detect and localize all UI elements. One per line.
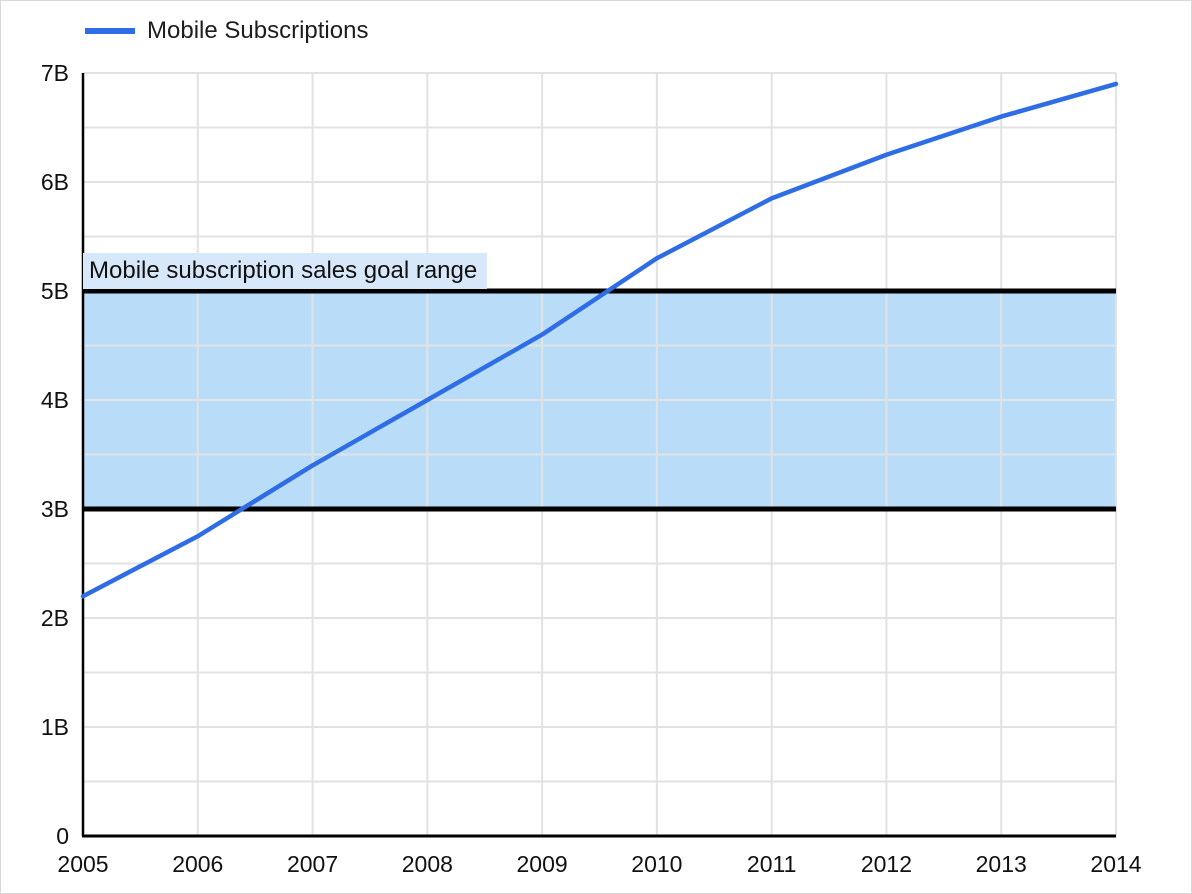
- x-tick-label: 2014: [1090, 851, 1141, 877]
- series-line: [80, 81, 1119, 599]
- y-tick-label: 1B: [41, 714, 69, 740]
- x-tick-label: 2008: [402, 851, 453, 877]
- x-tick-label: 2012: [861, 851, 912, 877]
- y-tick-label: 3B: [41, 496, 69, 522]
- y-tick-label: 5B: [41, 278, 69, 304]
- y-tick-label: 0: [56, 823, 69, 849]
- y-tick-label: 6B: [41, 169, 69, 195]
- x-tick-label: 2007: [287, 851, 338, 877]
- y-tick-label: 4B: [41, 387, 69, 413]
- legend-series-label: Mobile Subscriptions: [147, 17, 369, 44]
- x-tick-label: 2009: [517, 851, 568, 877]
- legend: Mobile Subscriptions: [85, 17, 368, 45]
- x-tick-label: 2013: [976, 851, 1027, 877]
- y-tick-label: 2B: [41, 605, 69, 631]
- x-tick-label: 2011: [747, 851, 796, 877]
- x-tick-label: 2005: [57, 851, 108, 877]
- legend-line-swatch: [85, 28, 135, 34]
- goal-range-label: Mobile subscription sales goal range: [83, 253, 488, 289]
- y-tick-label: 7B: [41, 60, 69, 86]
- x-tick-label: 2006: [172, 851, 223, 877]
- x-tick-label: 2010: [631, 851, 682, 877]
